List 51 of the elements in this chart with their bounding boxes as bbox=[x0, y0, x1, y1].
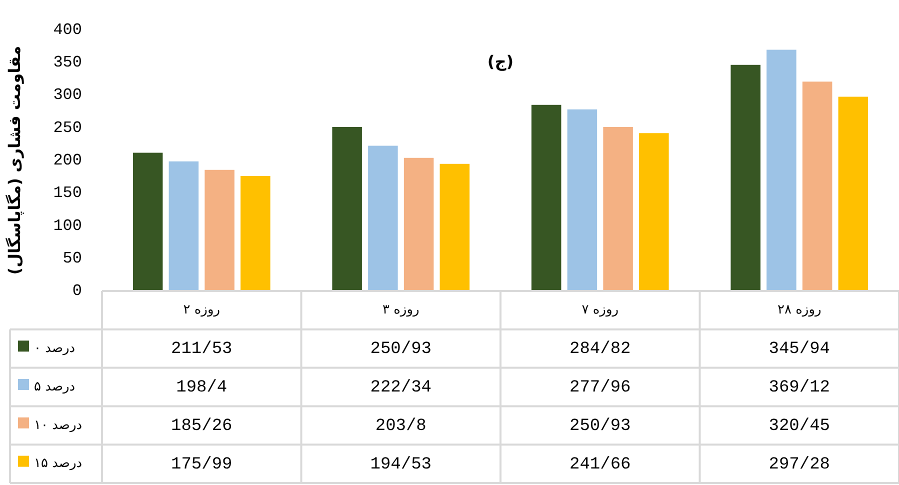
x-tick-label: ۲۸ روزه bbox=[777, 302, 822, 318]
data-label: 345/94 bbox=[768, 340, 830, 360]
data-label: 297/28 bbox=[768, 455, 830, 474]
data-label: 320/45 bbox=[768, 416, 830, 436]
bar bbox=[766, 50, 796, 291]
bar bbox=[204, 170, 234, 291]
data-label: 250/93 bbox=[570, 416, 631, 436]
y-axis-title: مقاومت فشاری (مگاپاسگال) bbox=[4, 46, 24, 275]
bar bbox=[240, 176, 270, 291]
bar bbox=[838, 96, 868, 291]
y-tick-label: 350 bbox=[53, 54, 82, 72]
bar bbox=[567, 109, 598, 291]
data-label: 175/99 bbox=[171, 455, 232, 474]
y-tick-label: 100 bbox=[53, 216, 82, 235]
x-tick-label: ۲ روزه bbox=[183, 302, 220, 318]
data-label: 194/53 bbox=[370, 455, 432, 474]
bar bbox=[730, 64, 760, 291]
bar bbox=[639, 133, 669, 291]
data-label: 203/8 bbox=[375, 416, 426, 436]
y-tick-label: 300 bbox=[53, 86, 82, 104]
data-label: 284/82 bbox=[570, 340, 631, 360]
y-tick-label: 200 bbox=[53, 152, 82, 170]
bar bbox=[332, 127, 362, 291]
data-label: 222/34 bbox=[370, 378, 432, 398]
bar bbox=[168, 161, 199, 291]
y-tick-label: 400 bbox=[53, 20, 82, 39]
legend-label: ۵ درصد bbox=[34, 379, 76, 394]
bar bbox=[802, 82, 832, 291]
bar bbox=[368, 146, 398, 291]
data-label: 198/4 bbox=[176, 378, 228, 398]
data-label: 250/93 bbox=[370, 340, 432, 360]
y-tick-label: 50 bbox=[62, 250, 82, 268]
data-label: 277/96 bbox=[570, 378, 631, 398]
data-label: 211/53 bbox=[171, 340, 232, 360]
legend-label: ۱۵ درصد bbox=[34, 456, 82, 472]
y-tick-label: 0 bbox=[72, 282, 82, 300]
legend-label: ۰ درصد bbox=[34, 340, 76, 356]
bar bbox=[440, 164, 470, 291]
text: (ج) bbox=[487, 52, 514, 71]
y-tick-label: 150 bbox=[53, 184, 82, 202]
data-label: 185/26 bbox=[171, 416, 232, 436]
data-label: 241/66 bbox=[570, 455, 631, 474]
y-tick-label: 250 bbox=[53, 118, 82, 137]
bar bbox=[603, 127, 633, 291]
legend-label: ۱۰ درصد bbox=[34, 418, 82, 433]
bar bbox=[531, 104, 562, 291]
bar bbox=[404, 158, 434, 291]
x-tick-label: ۷ روزه bbox=[582, 302, 619, 318]
bar bbox=[132, 152, 163, 291]
data-label: 369/12 bbox=[768, 378, 830, 398]
x-tick-label: ۳ روزه bbox=[382, 302, 420, 318]
